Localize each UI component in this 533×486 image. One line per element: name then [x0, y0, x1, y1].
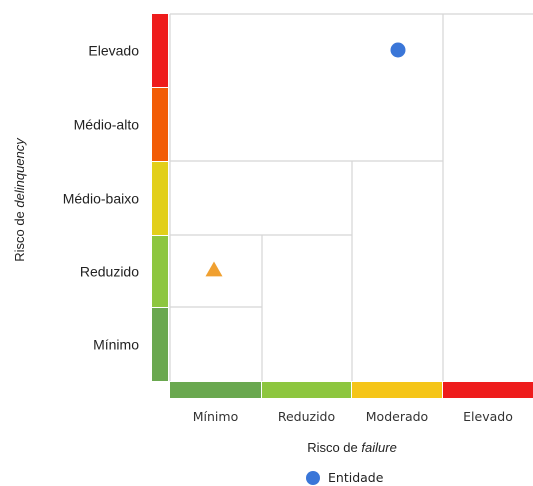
x-band-1	[262, 382, 351, 398]
y-band-1	[152, 236, 168, 307]
y-band-2	[152, 162, 168, 235]
y-tick-label: Médio-alto	[74, 117, 140, 133]
x-band-2	[352, 382, 442, 398]
x-axis-title: Risco de failure	[307, 440, 397, 455]
triangle-point	[205, 261, 223, 277]
y-band-0	[152, 308, 168, 381]
y-tick-label: Reduzido	[80, 264, 139, 280]
y-tick-label: Elevado	[88, 43, 139, 59]
legend-label: Entidade	[328, 470, 384, 485]
x-tick-label: Moderado	[366, 409, 428, 424]
legend: Entidade	[306, 470, 383, 485]
y-tick-label: Médio-baixo	[63, 191, 139, 207]
x-tick-label: Reduzido	[278, 409, 335, 424]
legend-circle-icon	[306, 470, 320, 485]
y-band-3	[152, 88, 168, 161]
x-band-3	[443, 382, 533, 398]
entity-point	[390, 42, 406, 58]
x-tick-label: Elevado	[463, 409, 513, 424]
x-tick-label: Mínimo	[193, 409, 238, 424]
y-tick-label: Mínimo	[93, 337, 139, 353]
y-band-4	[152, 14, 168, 87]
x-band-0	[170, 382, 261, 398]
y-axis-title: Risco de delinquency	[12, 137, 27, 262]
